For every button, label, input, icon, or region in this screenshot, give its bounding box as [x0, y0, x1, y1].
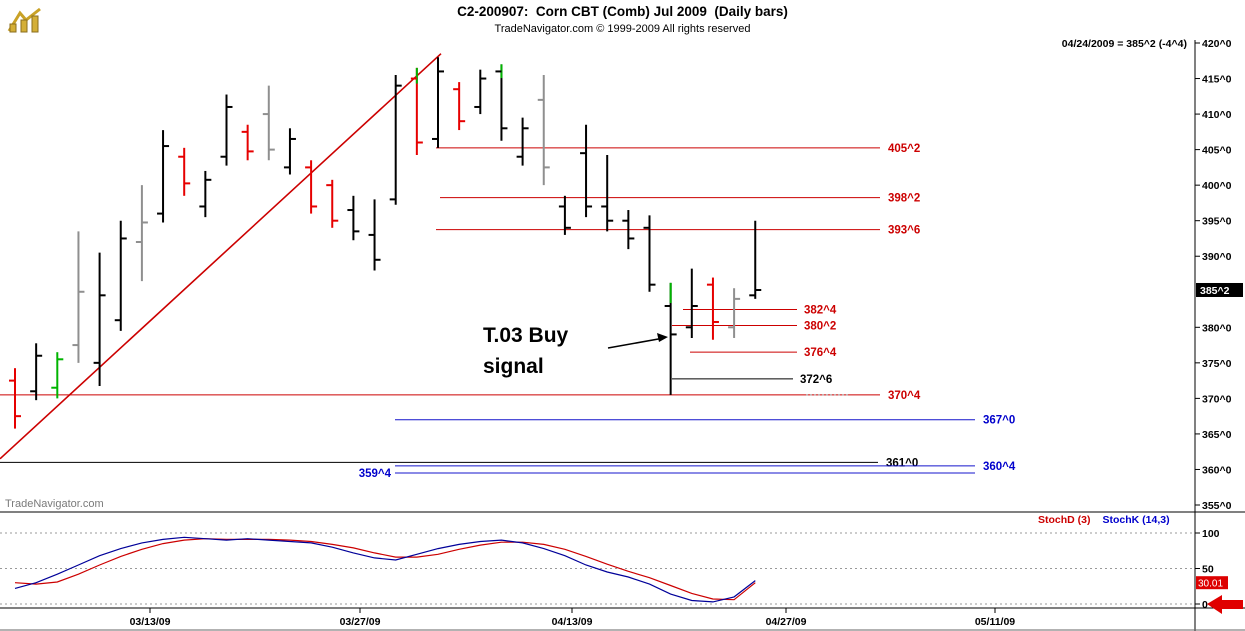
last-price-box — [1196, 282, 1243, 297]
buy-signal-line1: T.03 Buy — [483, 324, 569, 347]
svg-text:359^4: 359^4 — [359, 468, 392, 480]
svg-text:376^4: 376^4 — [804, 347, 837, 359]
scroll-left-arrow-icon[interactable] — [1207, 595, 1243, 614]
svg-text:365^0: 365^0 — [1202, 429, 1232, 441]
chart-title: C2-200907: Corn CBT (Comb) Jul 2009 (Dai… — [457, 4, 788, 19]
svg-text:382^4: 382^4 — [804, 305, 837, 317]
date-axis: 03/13/09 03/27/09 04/13/09 04/27/09 05/11/09 — [130, 608, 1015, 628]
signal-arrow-line — [607, 337, 665, 349]
stochk-line — [14, 536, 756, 603]
svg-text:395^0: 395^0 — [1202, 216, 1232, 228]
svg-text:415^0: 415^0 — [1202, 74, 1232, 86]
svg-text:04/27/09: 04/27/09 — [766, 616, 807, 628]
svg-text:375^0: 375^0 — [1202, 358, 1232, 370]
stochd-legend-label[interactable]: StochD (3) — [1038, 514, 1091, 526]
svg-text:0: 0 — [1202, 599, 1208, 611]
svg-text:50: 50 — [1202, 564, 1214, 576]
svg-text:100: 100 — [1202, 528, 1220, 540]
svg-text:390^0: 390^0 — [1202, 251, 1232, 263]
buy-signal-line2: signal — [483, 355, 544, 378]
stoch-gridlines — [0, 532, 1195, 605]
horizontal-price-lines: 405^2 398^2 393^6 382^4 380^2 376^4 372^6 370^4… — [0, 143, 1016, 480]
last-quote-readout: 04/24/2009 = 385^2 (-4^4) — [1061, 38, 1187, 50]
gold-chart-logo-icon — [7, 7, 41, 33]
stochk-legend-label[interactable]: StochK (14,3) — [1102, 514, 1170, 526]
svg-text:410^0: 410^0 — [1202, 109, 1232, 121]
svg-text:380^2: 380^2 — [804, 321, 836, 333]
svg-text:367^0: 367^0 — [983, 415, 1015, 427]
stoch-legend: StochD (3) StochK (14,3) — [1038, 514, 1195, 526]
svg-text:398^2: 398^2 — [888, 193, 920, 205]
svg-text:380^0: 380^0 — [1202, 322, 1232, 334]
svg-text:405^2: 405^2 — [888, 143, 920, 155]
trend-line — [0, 53, 442, 460]
svg-text:360^0: 360^0 — [1202, 464, 1232, 476]
watermark: TradeNavigator.com — [5, 498, 104, 510]
svg-text:405^0: 405^0 — [1202, 145, 1232, 157]
stoch-axis: 100 50 0 30.01 — [1195, 528, 1228, 611]
svg-text:05/11/09: 05/11/09 — [975, 616, 1015, 628]
svg-text:370^0: 370^0 — [1202, 393, 1232, 405]
svg-text:361^0: 361^0 — [886, 457, 918, 469]
svg-text:372^6: 372^6 — [800, 374, 832, 386]
price-bars — [9, 57, 762, 429]
panel-frame — [0, 40, 1245, 631]
stoch-value-box — [1196, 576, 1228, 590]
svg-text:385^2: 385^2 — [1200, 285, 1230, 297]
svg-text:04/13/09: 04/13/09 — [552, 616, 593, 628]
svg-text:400^0: 400^0 — [1202, 180, 1232, 192]
svg-text:393^6: 393^6 — [888, 225, 920, 237]
svg-text:03/27/09: 03/27/09 — [340, 616, 381, 628]
signal-arrowhead-icon — [657, 333, 668, 342]
svg-text:355^0: 355^0 — [1202, 500, 1232, 512]
price-axis: 420^0 415^0 410^0 405^0 400^0 395^0 390^0 380^0… — [1195, 38, 1243, 512]
stochd-line — [14, 538, 756, 601]
buy-signal-annotation: T.03 Buy signal — [483, 320, 568, 382]
svg-text:30.01: 30.01 — [1198, 579, 1223, 590]
svg-text:360^4: 360^4 — [983, 461, 1016, 473]
svg-text:03/13/09: 03/13/09 — [130, 616, 171, 628]
svg-text:370^4: 370^4 — [888, 390, 921, 402]
copyright-text: TradeNavigator.com © 1999-2009 All right… — [494, 23, 751, 35]
svg-text:420^0: 420^0 — [1202, 38, 1232, 50]
app-logo-icon[interactable] — [7, 5, 43, 35]
